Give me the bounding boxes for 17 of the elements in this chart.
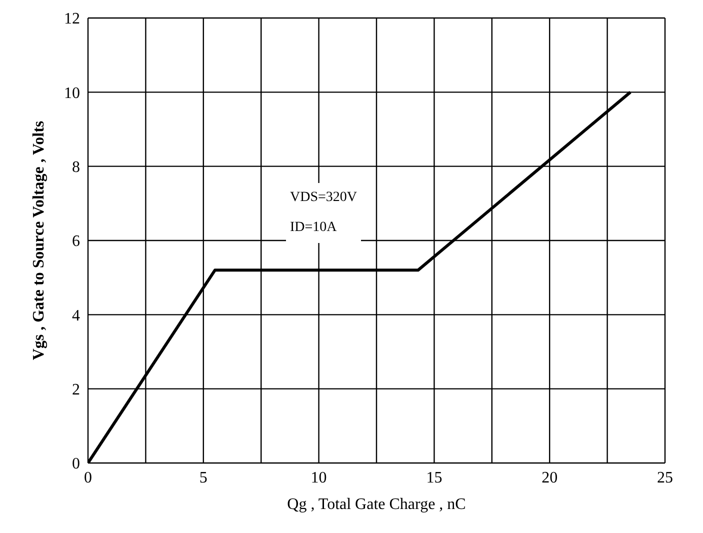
x-tick-label: 15 [426, 469, 442, 486]
x-tick-label: 25 [657, 469, 673, 486]
annotation: VDS=320V [290, 189, 358, 207]
y-tick-label: 10 [64, 84, 80, 102]
x-tick-label: 5 [199, 469, 208, 486]
x-tick-label: 20 [542, 469, 558, 486]
y-tick-label: 4 [72, 307, 80, 324]
y-axis-title: Vgs , Gate to Source Voltage , Volts [30, 120, 48, 360]
y-tick-label: 0 [72, 456, 80, 473]
x-tick-label: 0 [84, 469, 92, 486]
annotation: ID=10A [290, 219, 338, 237]
y-tick-label: 2 [72, 382, 80, 399]
x-axis-title: Qg , Total Gate Charge , nC [287, 496, 466, 513]
x-tick-label: 10 [310, 469, 327, 486]
y-tick-label: 8 [72, 159, 80, 176]
y-tick-label: 6 [72, 233, 80, 250]
y-tick-label: 12 [64, 10, 80, 28]
